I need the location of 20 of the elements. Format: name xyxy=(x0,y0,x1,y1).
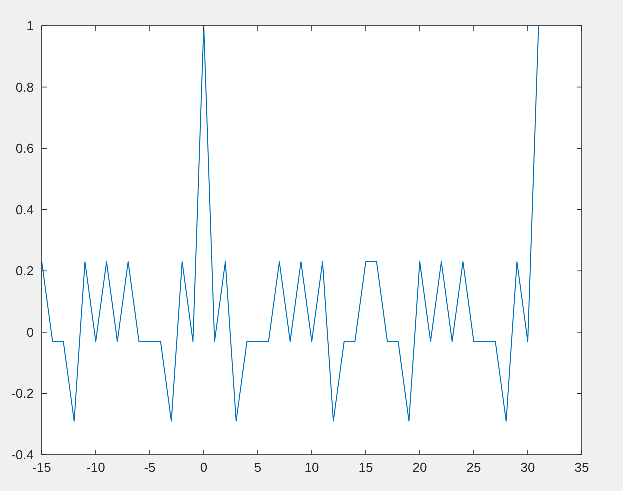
x-tick-label: -10 xyxy=(86,460,106,475)
y-tick-label: 0.6 xyxy=(16,141,34,156)
y-tick-label: 1 xyxy=(26,18,34,34)
x-tick-label: 10 xyxy=(304,460,320,475)
x-tick-label: -15 xyxy=(32,460,52,475)
y-tick-label: -0.2 xyxy=(12,386,34,402)
line-series xyxy=(42,26,540,422)
x-tick-label: 20 xyxy=(412,460,428,475)
x-tick-label: 15 xyxy=(358,460,374,475)
y-tick-label: -0.4 xyxy=(12,448,34,462)
x-tick-label: 30 xyxy=(520,460,536,475)
x-tick-label: -5 xyxy=(144,460,156,475)
y-tick-label: 0.2 xyxy=(16,264,34,279)
y-tick-label: 0 xyxy=(26,324,34,340)
y-tick-label: 0.8 xyxy=(16,80,34,95)
x-tick-label: 0 xyxy=(200,460,208,475)
x-tick-label: 35 xyxy=(574,460,590,475)
y-tick-label: 0.4 xyxy=(16,202,34,218)
x-tick-label: 25 xyxy=(466,460,482,475)
x-tick-label: 5 xyxy=(254,460,262,475)
